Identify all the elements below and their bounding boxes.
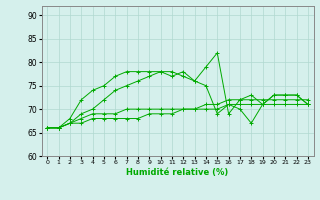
X-axis label: Humidité relative (%): Humidité relative (%): [126, 168, 229, 177]
